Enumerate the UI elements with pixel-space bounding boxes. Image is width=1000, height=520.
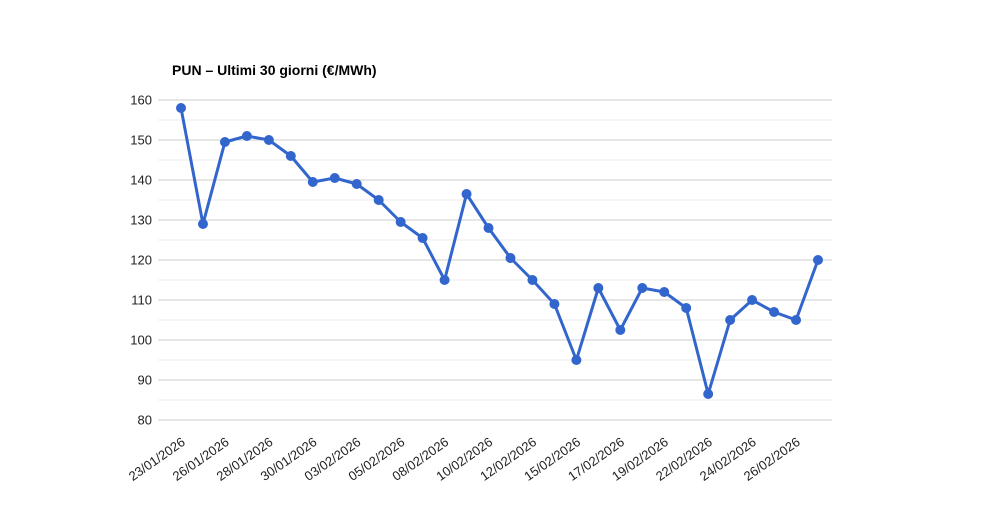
y-axis-tick-label: 110 [131, 293, 152, 308]
data-point[interactable] [659, 287, 670, 297]
series-line [179, 106, 820, 396]
data-point[interactable] [747, 295, 758, 305]
data-point[interactable] [725, 315, 736, 325]
data-point[interactable] [219, 137, 230, 147]
y-axis-tick-label: 130 [130, 213, 152, 228]
data-point[interactable] [681, 303, 692, 313]
data-point[interactable] [769, 307, 780, 317]
y-axis-tick-label: 100 [130, 333, 152, 348]
chart-title: PUN – Ultimi 30 giorni (€/MWh) [172, 62, 377, 78]
data-point[interactable] [417, 233, 428, 243]
y-axis-tick-label: 160 [130, 93, 152, 108]
data-point[interactable] [549, 299, 560, 309]
data-point[interactable] [483, 223, 494, 233]
data-point[interactable] [593, 283, 604, 293]
data-point[interactable] [285, 151, 296, 161]
data-point[interactable] [329, 173, 340, 183]
data-point[interactable] [461, 189, 472, 199]
data-point[interactable] [395, 217, 406, 227]
data-point[interactable] [197, 219, 208, 229]
data-point[interactable] [263, 135, 274, 145]
data-point[interactable] [527, 275, 538, 285]
y-axis-tick-label: 90 [138, 373, 152, 388]
y-axis-tick-label: 80 [138, 413, 152, 428]
data-point[interactable] [439, 275, 450, 285]
data-point[interactable] [307, 177, 318, 187]
data-point[interactable] [241, 131, 252, 141]
data-point[interactable] [351, 179, 362, 189]
data-point[interactable] [176, 103, 186, 113]
y-axis-tick-label: 140 [130, 173, 152, 188]
data-point[interactable] [637, 283, 648, 293]
data-point[interactable] [703, 389, 714, 399]
data-point[interactable] [571, 355, 582, 365]
data-point[interactable] [373, 195, 384, 205]
y-axis-tick-label: 120 [130, 253, 152, 268]
data-point[interactable] [791, 315, 802, 325]
data-point[interactable] [615, 325, 626, 335]
data-point[interactable] [505, 253, 516, 263]
data-point[interactable] [813, 255, 823, 265]
y-axis-tick-label: 150 [130, 133, 152, 148]
